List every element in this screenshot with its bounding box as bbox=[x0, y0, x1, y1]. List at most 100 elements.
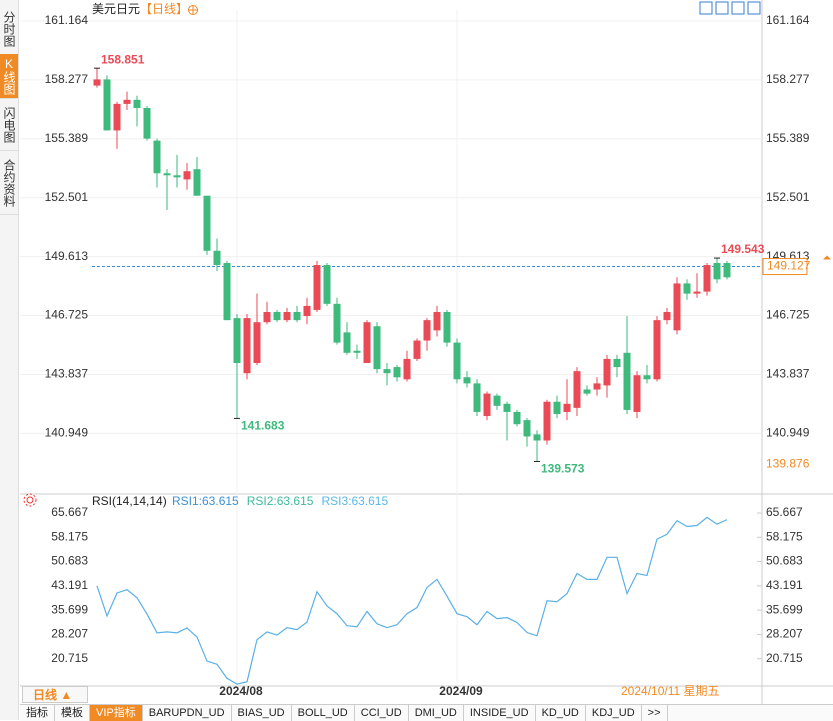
toolbar-tab[interactable]: 模板 bbox=[55, 705, 90, 721]
candle-body bbox=[613, 358, 621, 368]
candle-body bbox=[223, 263, 231, 321]
sidebar-tab[interactable]: 闪电图 bbox=[0, 100, 18, 151]
candle-body bbox=[483, 393, 491, 417]
y-tick-label: 155.389 bbox=[45, 131, 89, 145]
candle-body bbox=[693, 291, 701, 294]
candle-body bbox=[273, 311, 281, 321]
candle-body bbox=[243, 318, 251, 374]
toolbar-tab[interactable]: INSIDE_UD bbox=[464, 705, 536, 721]
candle-body bbox=[203, 195, 211, 251]
low-label: 139.573 bbox=[541, 462, 585, 476]
legend-entry: RSI1:63.615 bbox=[172, 494, 239, 508]
y-tick-label-right: 43.191 bbox=[766, 578, 803, 592]
candle-body bbox=[163, 173, 171, 176]
candle-body bbox=[313, 265, 321, 310]
candle-body bbox=[713, 263, 721, 280]
candle-body bbox=[543, 401, 551, 441]
rsi-line bbox=[96, 516, 728, 685]
toolbar-icons[interactable] bbox=[699, 1, 761, 15]
candle-body bbox=[723, 263, 731, 278]
candle-body bbox=[103, 79, 111, 131]
candle-body bbox=[153, 140, 161, 174]
x-tick-label: 2024/08 bbox=[219, 684, 263, 698]
candle-body bbox=[333, 303, 341, 343]
x-tick-label: 2024/09 bbox=[439, 684, 483, 698]
candle-body bbox=[143, 107, 151, 139]
add-icon[interactable] bbox=[188, 5, 198, 15]
high-label: 158.851 bbox=[101, 52, 145, 66]
toolbar-tab[interactable]: 指标 bbox=[20, 705, 55, 721]
candle-body bbox=[623, 352, 631, 410]
candle-body bbox=[393, 367, 401, 378]
toolbar-tab[interactable]: >> bbox=[642, 705, 668, 721]
rsi-icon bbox=[23, 493, 37, 507]
sidebar-tab[interactable]: K线图 bbox=[0, 54, 18, 99]
rsi-title: RSI(14,14,14) bbox=[92, 494, 167, 508]
period-selector[interactable]: 日线 ▲ bbox=[22, 686, 88, 703]
candle-body bbox=[703, 265, 711, 292]
candle-body bbox=[403, 358, 411, 380]
candle-body bbox=[183, 171, 191, 180]
candle-body bbox=[523, 420, 531, 437]
candle-body bbox=[633, 375, 641, 412]
candle-body bbox=[193, 169, 201, 196]
candle-body bbox=[593, 383, 601, 390]
last-price-arrow bbox=[823, 255, 831, 260]
toolbar-tab[interactable]: BOLL_UD bbox=[292, 705, 355, 721]
last-price-label: 149.127 bbox=[767, 259, 811, 273]
candle-body bbox=[573, 371, 581, 408]
period-label: 【日线】 bbox=[140, 2, 188, 16]
y-tick-label-right: 28.207 bbox=[766, 627, 803, 641]
y-tick-label-right: 140.949 bbox=[766, 426, 810, 440]
candle-body bbox=[373, 326, 381, 370]
y-tick-label-right: 158.277 bbox=[766, 72, 810, 86]
candle-body bbox=[493, 395, 501, 406]
y-tick-label: 35.699 bbox=[51, 602, 88, 616]
toolbar-tab[interactable]: DMI_UD bbox=[409, 705, 464, 721]
toolbar-tab[interactable]: VIP指标 bbox=[90, 705, 143, 721]
candle-body bbox=[383, 369, 391, 374]
y-tick-label: 20.715 bbox=[51, 651, 88, 665]
y-tick-label: 146.725 bbox=[45, 308, 89, 322]
y-tick-label: 149.613 bbox=[45, 249, 89, 263]
last-price-box bbox=[762, 258, 808, 276]
sidebar-tab[interactable]: 合约资料 bbox=[0, 152, 18, 215]
y-tick-label: 43.191 bbox=[51, 578, 88, 592]
y-tick-label-right: 20.715 bbox=[766, 651, 803, 665]
legend-entry: RSI2:63.615 bbox=[247, 494, 314, 508]
candle-body bbox=[643, 375, 651, 380]
y-tick-label: 143.837 bbox=[45, 367, 89, 381]
toolbar-tab[interactable]: KD_UD bbox=[536, 705, 586, 721]
y-tick-label: 58.175 bbox=[51, 529, 88, 543]
low-label: 141.683 bbox=[241, 419, 285, 433]
candle-body bbox=[263, 311, 271, 323]
y-tick-label: 28.207 bbox=[51, 627, 88, 641]
candle-body bbox=[673, 283, 681, 331]
candle-body bbox=[433, 311, 441, 331]
candle-body bbox=[133, 99, 141, 108]
candle-body bbox=[413, 340, 421, 359]
candle-body bbox=[123, 99, 131, 104]
y-tick-label: 65.667 bbox=[51, 505, 88, 519]
candle-body bbox=[323, 265, 331, 304]
candle-body bbox=[683, 283, 691, 294]
candle-body bbox=[533, 434, 541, 441]
candle-body bbox=[423, 320, 431, 341]
candle-body bbox=[303, 305, 311, 317]
legend-entry: RSI3:63.615 bbox=[321, 494, 388, 508]
y-tick-label-right: 155.389 bbox=[766, 131, 810, 145]
candle-body bbox=[443, 311, 451, 343]
y-tick-label: 50.683 bbox=[51, 554, 88, 568]
toolbar-tab[interactable]: CCI_UD bbox=[355, 705, 409, 721]
y-tick-label-right: 146.725 bbox=[766, 308, 810, 322]
toolbar-tab[interactable]: KDJ_UD bbox=[586, 705, 642, 721]
high-label: 149.543 bbox=[721, 242, 765, 256]
candle-body bbox=[553, 401, 561, 414]
toolbar-tab[interactable]: BARUPDN_UD bbox=[143, 705, 232, 721]
marker-price-label: 139.876 bbox=[766, 456, 810, 470]
y-tick-label: 152.501 bbox=[45, 190, 89, 204]
toolbar-tab[interactable]: BIAS_UD bbox=[232, 705, 292, 721]
candle-body bbox=[363, 322, 371, 363]
candle-body bbox=[513, 411, 521, 425]
